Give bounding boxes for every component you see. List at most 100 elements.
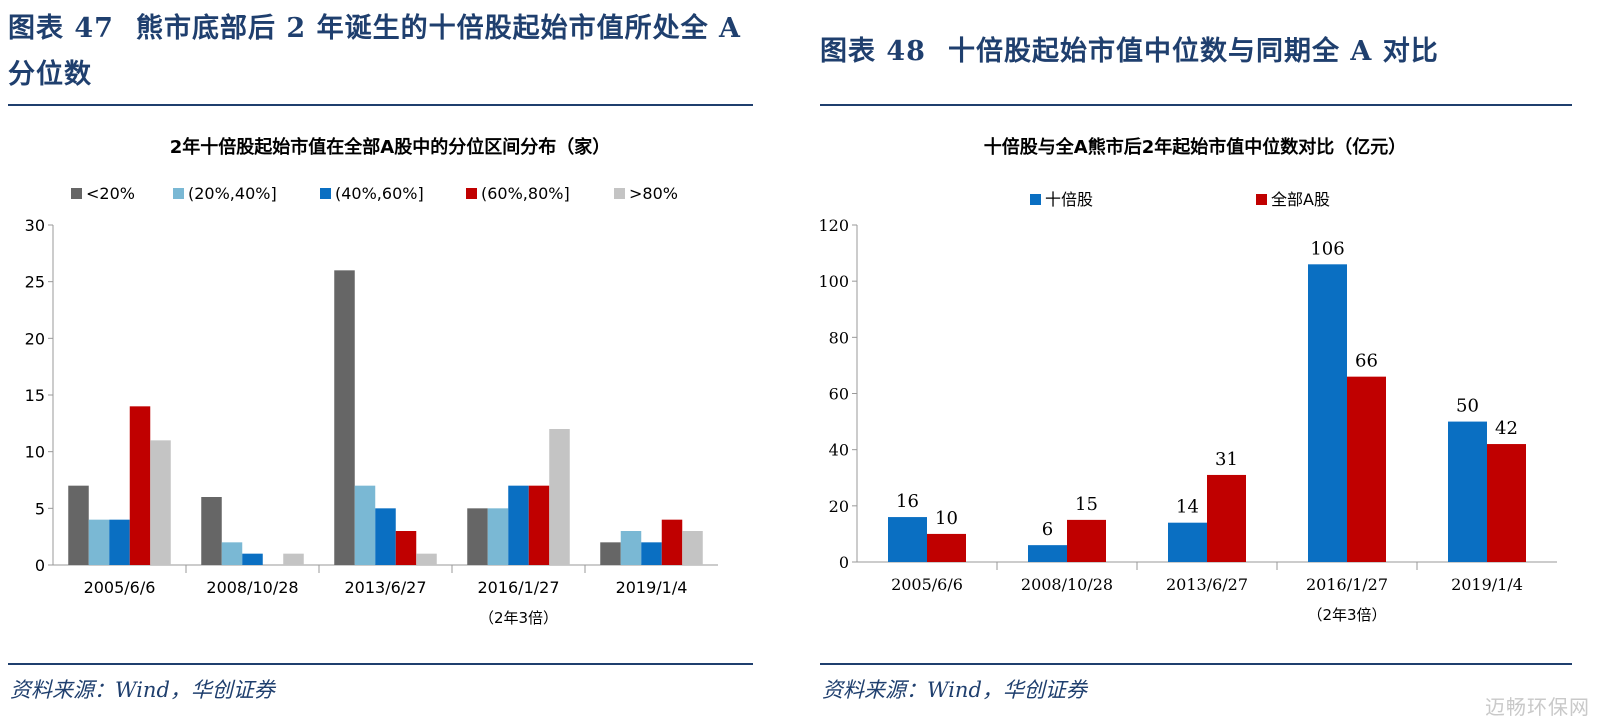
data-label: 16 <box>896 491 919 512</box>
bar <box>109 519 130 565</box>
bar <box>129 406 151 565</box>
bar <box>150 440 171 565</box>
y-tick-label: 15 <box>25 386 45 405</box>
y-tick-label: 20 <box>25 329 45 348</box>
bar <box>1347 376 1386 562</box>
legend-swatch <box>1030 194 1041 205</box>
y-tick-label: 40 <box>829 441 849 460</box>
bar <box>1028 545 1067 562</box>
bar <box>620 531 642 565</box>
legend-swatch <box>173 188 184 199</box>
legend-swatch <box>466 188 477 199</box>
x-tick-label: 2013/6/27 <box>1166 575 1248 594</box>
bar <box>416 553 437 565</box>
legend-label: <20% <box>86 184 135 203</box>
bar <box>334 270 355 565</box>
figure-47-title: 图表 47 熊市底部后 2 年诞生的十倍股起始市值所处全 A 分位数 <box>8 6 770 98</box>
bar <box>1448 421 1487 562</box>
legend-swatch <box>71 188 82 199</box>
bar <box>682 531 703 565</box>
bar <box>1308 264 1347 562</box>
y-tick-label: 0 <box>35 556 45 575</box>
bar <box>201 497 222 565</box>
figure-47-top-rule <box>8 104 753 106</box>
figure-48-number: 图表 48 <box>820 36 926 67</box>
x-tick-note: （2年3倍） <box>479 609 558 627</box>
bar <box>283 553 304 565</box>
bar <box>242 553 263 565</box>
figure-47-bottom-rule <box>8 663 753 665</box>
figure-47-title-text: 熊市底部后 2 年诞生的十倍股起始市值所处全 A 分位数 <box>8 13 741 90</box>
bar <box>1168 522 1207 562</box>
y-tick-label: 25 <box>25 273 45 292</box>
x-tick-label: 2019/1/4 <box>616 578 688 597</box>
bar <box>88 519 110 565</box>
bar <box>927 533 966 562</box>
data-label: 31 <box>1215 449 1238 470</box>
data-label: 106 <box>1310 238 1344 259</box>
y-tick-label: 60 <box>829 385 849 404</box>
legend-swatch <box>1256 194 1267 205</box>
figure-48-title-text: 十倍股起始市值中位数与同期全 A 对比 <box>947 36 1439 67</box>
y-tick-label: 20 <box>829 497 849 516</box>
bar <box>661 519 683 565</box>
legend-label: 全部A股 <box>1271 190 1330 209</box>
bar <box>600 542 621 565</box>
figure-48-panel: 图表 48 十倍股起始市值中位数与同期全 A 对比 十倍股与全A熊市后2年起始市值… <box>812 0 1598 726</box>
bar <box>1487 444 1526 562</box>
figure-48-top-rule <box>820 104 1572 106</box>
bar <box>528 485 550 565</box>
bar <box>467 508 488 565</box>
y-tick-label: 10 <box>25 443 45 462</box>
data-label: 42 <box>1495 418 1518 439</box>
bar <box>375 508 396 565</box>
watermark: 迈畅环保网 <box>1485 695 1590 719</box>
data-label: 10 <box>935 508 958 529</box>
x-tick-label: 2008/10/28 <box>1021 575 1113 594</box>
y-tick-label: 0 <box>839 553 849 572</box>
figure-47-source: 资料来源：Wind，华创证券 <box>10 678 275 702</box>
y-tick-label: 5 <box>35 499 45 518</box>
y-tick-label: 30 <box>25 216 45 235</box>
x-tick-label: 2013/6/27 <box>344 578 426 597</box>
x-tick-note: （2年3倍） <box>1307 606 1386 624</box>
bar <box>508 485 529 565</box>
x-tick-label: 2016/1/27 <box>1306 575 1388 594</box>
bar <box>487 508 509 565</box>
legend-label: (40%,60%] <box>335 184 424 203</box>
figure-48-title: 图表 48 十倍股起始市值中位数与同期全 A 对比 <box>820 32 1598 72</box>
legend-label: (60%,80%] <box>481 184 570 203</box>
chart-title: 2年十倍股起始市值在全部A股中的分位区间分布（家） <box>170 136 610 158</box>
x-tick-label: 2005/6/6 <box>891 575 963 594</box>
data-label: 50 <box>1456 396 1479 417</box>
x-tick-label: 2016/1/27 <box>477 578 559 597</box>
figure-48-bottom-rule <box>820 663 1572 665</box>
bar <box>549 429 570 565</box>
bar <box>354 485 376 565</box>
legend-label: >80% <box>629 184 678 203</box>
legend-swatch <box>614 188 625 199</box>
bar <box>641 542 662 565</box>
chart-title: 十倍股与全A熊市后2年起始市值中位数对比（亿元） <box>984 136 1406 158</box>
data-label: 14 <box>1176 497 1199 518</box>
bar <box>221 542 243 565</box>
y-tick-label: 100 <box>818 272 849 291</box>
x-tick-label: 2019/1/4 <box>1451 575 1523 594</box>
legend-swatch <box>320 188 331 199</box>
bar <box>888 517 927 562</box>
data-label: 6 <box>1042 519 1053 540</box>
y-tick-label: 120 <box>818 216 849 235</box>
bar <box>1207 474 1246 562</box>
x-tick-label: 2005/6/6 <box>84 578 156 597</box>
data-label: 15 <box>1075 494 1098 515</box>
legend-label: 十倍股 <box>1045 190 1093 209</box>
figure-47-number: 图表 47 <box>8 13 114 44</box>
quantile-distribution-chart: 2年十倍股起始市值在全部A股中的分位区间分布（家） <20% (20%,40%] (4… <box>25 136 718 627</box>
legend-label: (20%,40%] <box>188 184 277 203</box>
figure-47-panel: 图表 47 熊市底部后 2 年诞生的十倍股起始市值所处全 A 分位数 2年十倍股起… <box>0 0 770 726</box>
bar <box>395 531 417 565</box>
figure-48-source: 资料来源：Wind，华创证券 <box>822 678 1087 702</box>
median-market-cap-chart: 十倍股与全A熊市后2年起始市值中位数对比（亿元） 十倍股 全部A股 0 20 40 60 80… <box>818 136 1557 624</box>
bar <box>1067 519 1106 562</box>
data-label: 66 <box>1355 351 1378 372</box>
